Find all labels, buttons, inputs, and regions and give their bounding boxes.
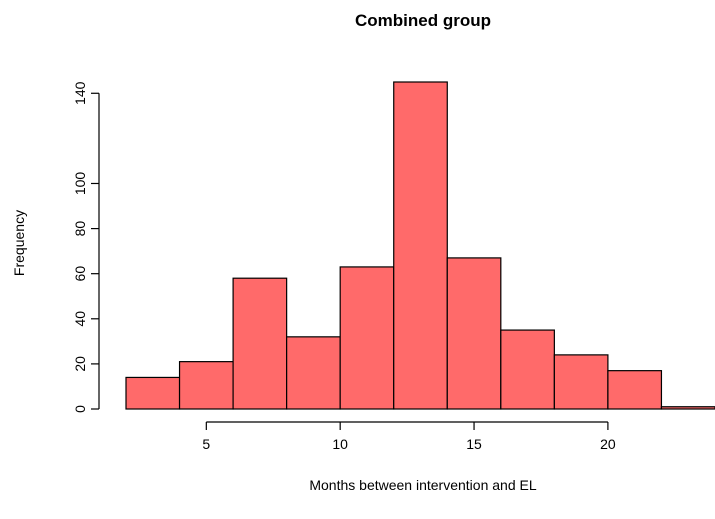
y-axis-label: Frequency xyxy=(11,210,27,276)
chart-title: Combined group xyxy=(355,11,491,30)
histogram-bar xyxy=(339,266,395,410)
histogram-bar xyxy=(500,329,555,410)
bars-group xyxy=(125,81,715,410)
x-tick-label: 5 xyxy=(202,436,210,452)
x-tick-label: 20 xyxy=(600,436,616,452)
x-axis-label: Months between intervention and EL xyxy=(309,477,536,493)
histogram-bar xyxy=(660,406,715,410)
histogram-bar xyxy=(393,81,448,410)
x-axis: 5 10 15 20 xyxy=(202,421,616,452)
y-tick-label: 80 xyxy=(72,221,88,237)
histogram-bar xyxy=(125,376,181,410)
histogram-bar xyxy=(607,370,663,410)
y-tick-label: 40 xyxy=(72,311,88,327)
histogram-bar xyxy=(232,277,288,410)
y-axis: 0 20 40 60 80 100 140 xyxy=(72,81,100,413)
x-tick-label: 15 xyxy=(466,436,482,452)
histogram-bar xyxy=(286,336,341,410)
x-tick-label: 10 xyxy=(332,436,348,452)
y-tick-label: 20 xyxy=(72,356,88,372)
histogram-bar xyxy=(446,257,502,410)
y-tick-label: 100 xyxy=(72,172,88,196)
histogram-bar xyxy=(178,361,234,410)
y-tick-label: 0 xyxy=(72,405,88,413)
y-tick-label: 140 xyxy=(72,81,88,105)
y-tick-label: 60 xyxy=(72,266,88,282)
histogram-bar xyxy=(553,354,609,410)
